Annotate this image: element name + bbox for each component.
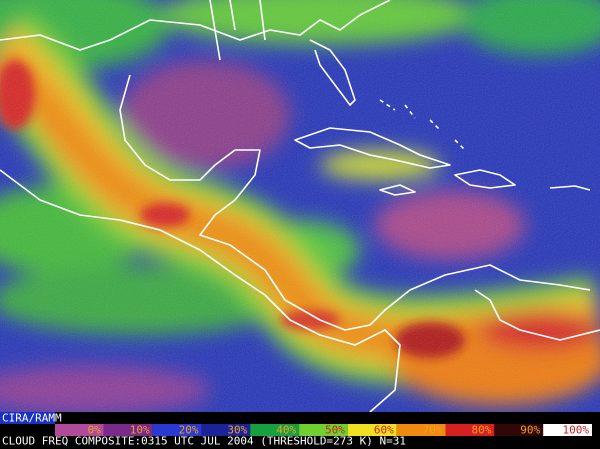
scale-label: 60% — [374, 424, 394, 437]
cloud-field — [0, 0, 600, 415]
scale-swatch — [250, 424, 300, 436]
scale-label: 50% — [325, 424, 345, 437]
credit: CIRA/RAMM — [2, 412, 62, 425]
scale-label: 100% — [563, 424, 590, 437]
scale-swatch — [445, 424, 495, 436]
scale-swatch — [103, 424, 153, 436]
scale-swatch — [201, 424, 251, 436]
scale-label: 10% — [130, 424, 150, 437]
scale-swatch — [543, 424, 592, 436]
scale-swatch — [396, 424, 446, 436]
scale-swatch — [347, 424, 397, 436]
scale-label: 0% — [88, 424, 102, 437]
scale-swatch — [299, 424, 348, 436]
credit-box — [0, 412, 55, 424]
scale-label: 40% — [276, 424, 296, 437]
scale-swatch — [494, 424, 544, 436]
scale-label: 30% — [227, 424, 247, 437]
caption: CLOUD FREQ COMPOSITE:0315 UTC JUL 2004 (… — [2, 435, 406, 448]
scale-label: 70% — [423, 424, 443, 437]
scale-label: 80% — [471, 424, 491, 437]
scale-swatch — [55, 424, 104, 436]
scale-label: 20% — [179, 424, 199, 437]
scale-label: 90% — [520, 424, 540, 437]
scale-swatch — [152, 424, 202, 436]
color-scale: 0% 10% 20% 30% 40% 50% 60% 70% 80% 90% 100% — [55, 424, 592, 437]
coastlines — [0, 0, 600, 413]
